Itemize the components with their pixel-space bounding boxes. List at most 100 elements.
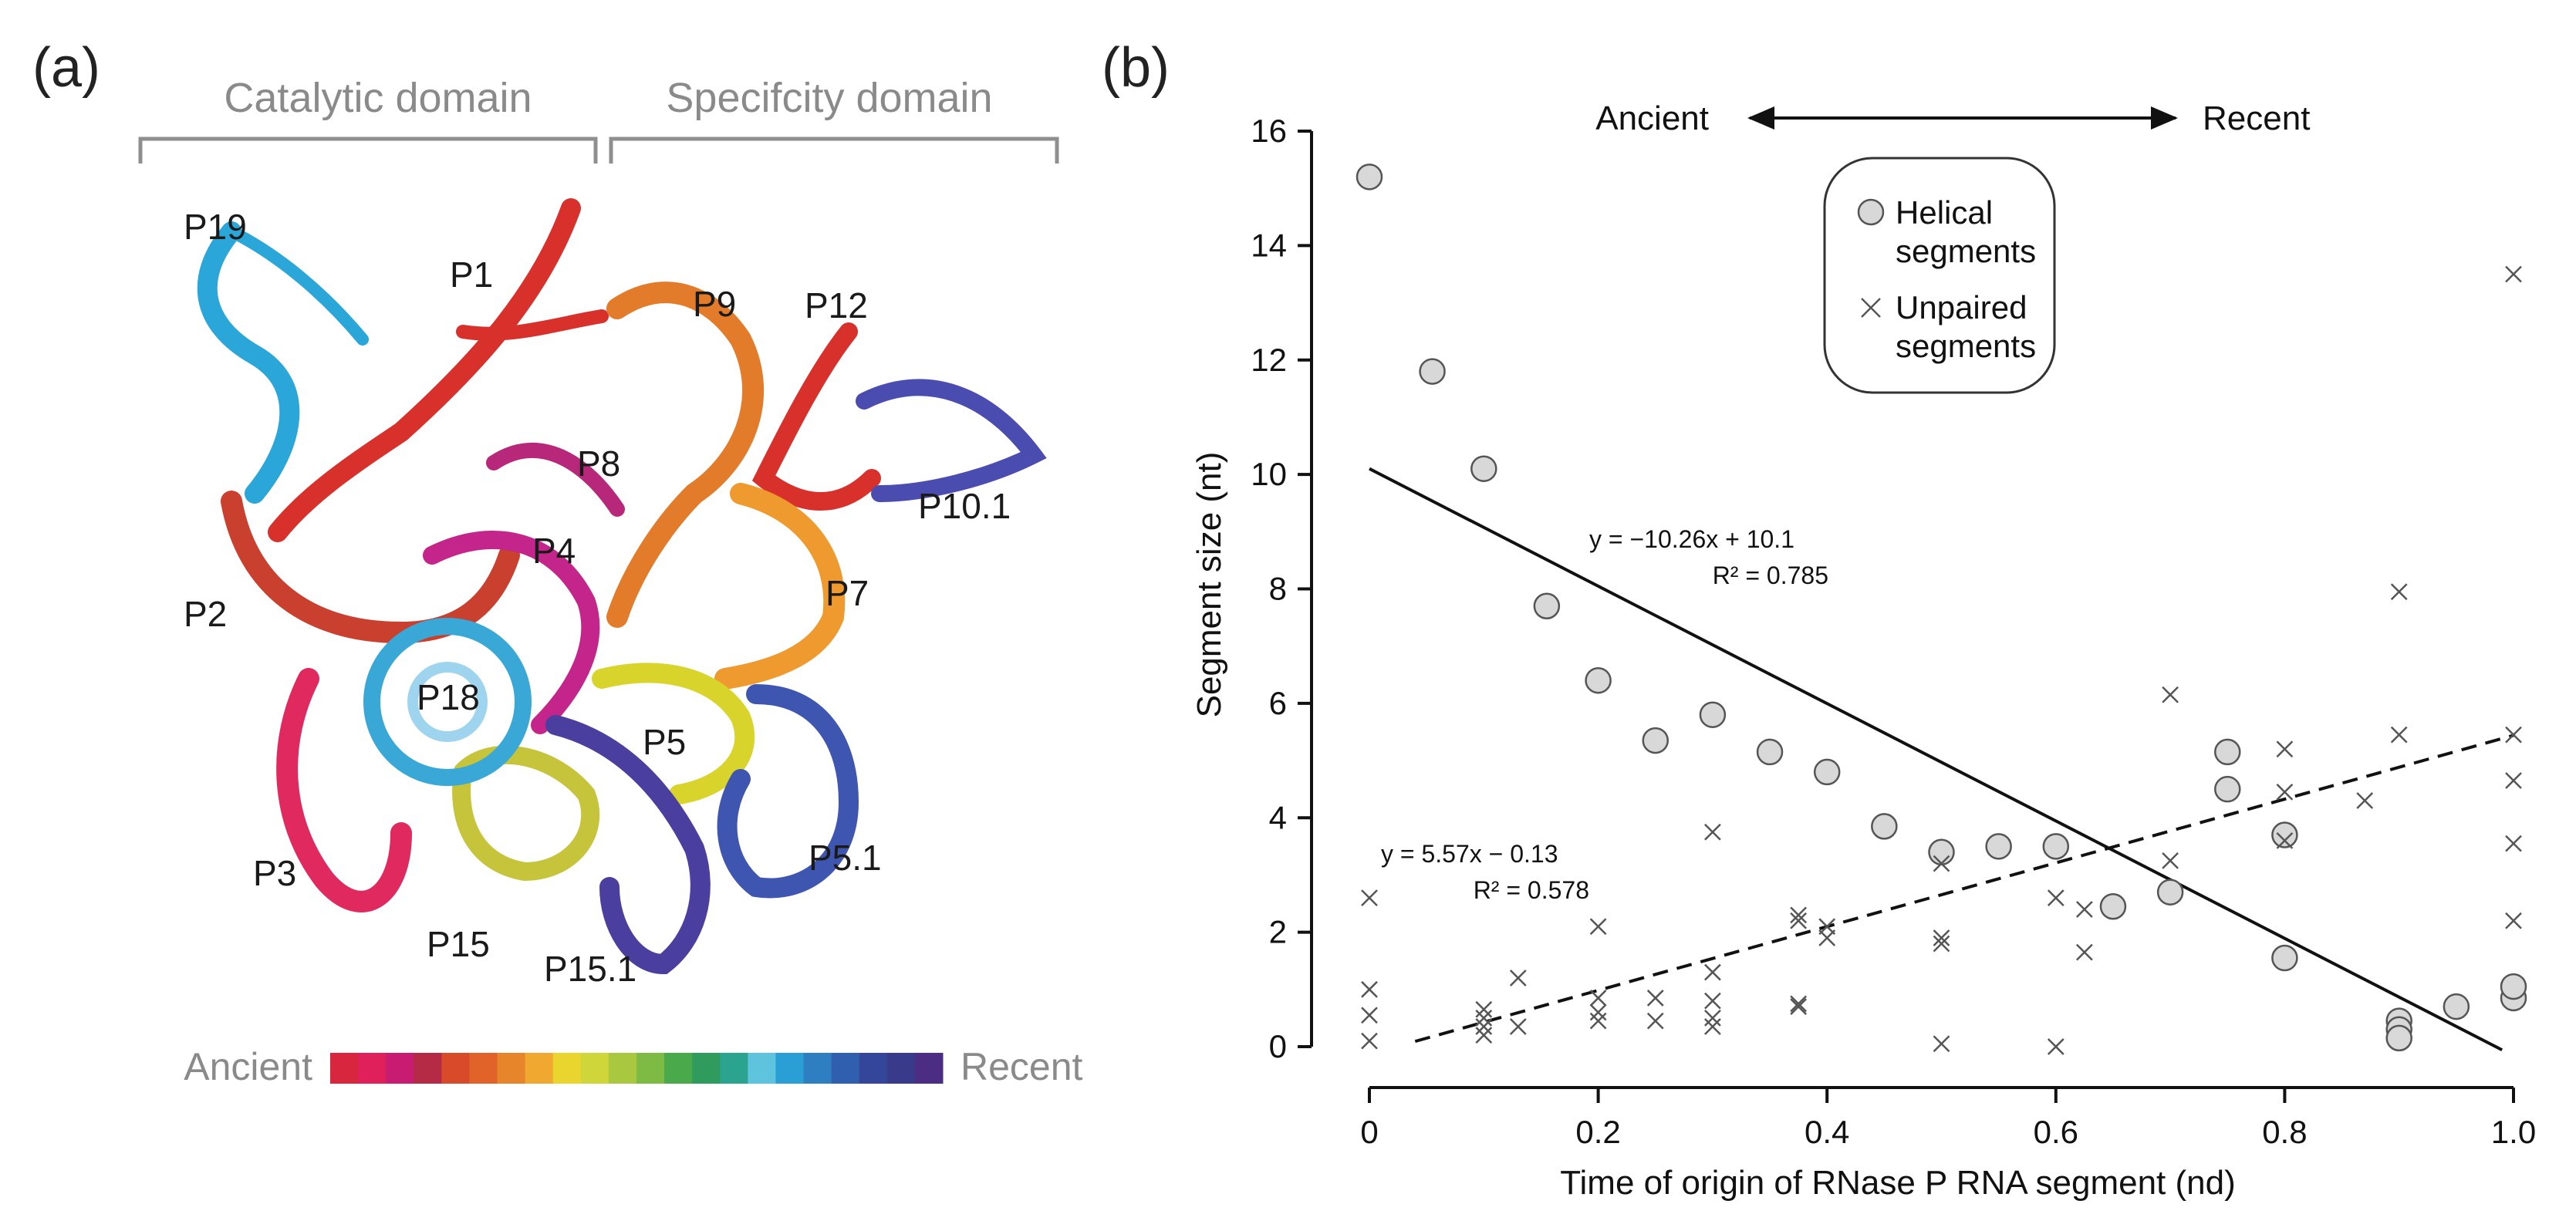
helical-segment-point [2214, 738, 2241, 766]
helix-labels: P19 P1 P9 P12 P8 P10.1 P4 P2 P7 P18 P5 P… [184, 207, 1011, 989]
colorbar-left-label: Ancient [184, 1045, 312, 1088]
helix-label-p12: P12 [805, 285, 868, 325]
legend-unpaired-marker [1861, 298, 1881, 318]
y-tick-label: 14 [1251, 227, 1287, 263]
helix-label-p19: P19 [184, 207, 247, 247]
helix-label-p9: P9 [693, 284, 736, 324]
unpaired-segment-point [2356, 792, 2374, 809]
unpaired-segment-point [1933, 929, 1950, 946]
rna-structure-image [197, 198, 1047, 975]
helical-fit-r2: R² = 0.785 [1713, 562, 1828, 589]
unpaired-segment-point [1475, 1010, 1493, 1027]
unpaired-segment-point [1361, 980, 1378, 998]
y-tick-label: 6 [1269, 685, 1287, 721]
catalytic-domain-bracket [138, 137, 598, 164]
helix-label-p15-1: P15.1 [544, 949, 636, 989]
unpaired-segment-point [2276, 740, 2294, 758]
x-axis-label: Time of origin of RNase P RNA segment (n… [1560, 1164, 2235, 1202]
colorbar-swatch [914, 1053, 944, 1084]
unpaired-segment-point [1790, 995, 1808, 1013]
panel-a-label: (a) [32, 37, 100, 99]
helix-label-p5: P5 [643, 722, 686, 762]
direction-arrow-left-head [1747, 106, 1774, 130]
colorbar-right-label: Recent [961, 1045, 1083, 1088]
helix-ribbon-p10-1 [856, 379, 1047, 502]
unpaired-segment-point [1475, 1000, 1493, 1018]
y-tick-label: 16 [1251, 113, 1287, 149]
helical-segment-point [1642, 727, 1669, 754]
y-tick-label: 12 [1251, 342, 1287, 378]
helix-label-p5-1: P5.1 [809, 838, 882, 878]
helix-ribbon-p8 [486, 442, 625, 517]
helix-ribbon-p19-strand [225, 225, 369, 346]
y-tick-label: 8 [1269, 571, 1287, 607]
helix-label-p4: P4 [532, 531, 576, 571]
colorbar-swatch [580, 1053, 609, 1084]
colorbar-swatch [664, 1053, 693, 1084]
helical-segment-point [1470, 455, 1497, 482]
helical-segment-point [1813, 758, 1841, 786]
helix-label-p2: P2 [184, 594, 227, 634]
helix-ribbon-p15 [452, 745, 600, 882]
helix-ribbon-p15-1 [545, 715, 711, 975]
colorbar-swatch [497, 1053, 526, 1084]
unpaired-fit-r2: R² = 0.578 [1474, 876, 1589, 904]
helical-segment-point [1585, 666, 1612, 694]
specificity-domain-label: Specifcity domain [666, 75, 992, 121]
helix-ribbon-p2 [221, 491, 520, 644]
unpaired-segment-point [1509, 1018, 1527, 1035]
unpaired-segment-point [2162, 852, 2179, 869]
helical-segment-point [2156, 879, 2184, 906]
helix-ribbon-p1 [268, 198, 581, 542]
y-tick-label: 4 [1269, 799, 1287, 835]
helix-label-p15: P15 [427, 924, 490, 964]
unpaired-segment-point [1933, 935, 1950, 953]
colorbar-swatch [803, 1053, 832, 1084]
colorbar-swatch [386, 1053, 414, 1084]
colorbar-swatch [775, 1053, 805, 1084]
helical-segment-point [1756, 738, 1784, 766]
unpaired-segment-point [1509, 970, 1527, 986]
helical-regression-line [1369, 467, 2503, 1052]
helical-segment-point [2443, 993, 2470, 1020]
x-tick-label: 0 [1360, 1114, 1378, 1150]
unpaired-segment-point [2276, 783, 2294, 801]
helical-segment-point [1985, 833, 2012, 860]
helical-segment-point [2099, 892, 2127, 920]
chart-legend: Helical segments Unpaired segments [1823, 157, 2056, 394]
colorbar-swatch [469, 1053, 498, 1084]
unpaired-segment-point [1704, 992, 1721, 1010]
unpaired-segment-point [1646, 1012, 1664, 1030]
unpaired-segment-point [2276, 832, 2294, 849]
unpaired-segment-point [1790, 912, 1808, 929]
colorbar-swatch [414, 1053, 442, 1084]
colorbar-swatch [330, 1053, 359, 1084]
unpaired-fit-equation: y = 5.57x − 0.13 [1381, 840, 1558, 868]
unpaired-segment-point [1646, 990, 1664, 1007]
helical-segment-point [2214, 775, 2241, 803]
unpaired-segment-point [2075, 901, 2093, 918]
helical-segment-point [1533, 592, 1561, 620]
unpaired-regression-line [1414, 734, 2514, 1044]
helical-fit-equation: y = −10.26x + 10.1 [1589, 525, 1794, 553]
unpaired-segment-point [2505, 772, 2522, 789]
unpaired-segment-point [1589, 990, 1607, 1007]
helical-segment-point [2271, 944, 2298, 972]
unpaired-segment-point [2162, 686, 2179, 703]
chart-axes: 0 2 4 6 8 10 12 14 16 0 0.2 0.4 0.6 0.8 1.0 [1251, 113, 2536, 1150]
helix-label-p18: P18 [417, 677, 480, 717]
unpaired-segment-point [2047, 1038, 2065, 1055]
helix-label-p10-1: P10.1 [918, 486, 1011, 526]
helix-ribbon-p4 [423, 531, 600, 734]
helical-segment-point [2385, 1024, 2412, 1052]
unpaired-segment-point [1704, 1010, 1721, 1027]
unpaired-segment-point [1589, 1003, 1607, 1021]
x-tick-label: 0.2 [1575, 1114, 1620, 1150]
colorbar-swatch [358, 1053, 387, 1084]
direction-recent-label: Recent [2203, 99, 2310, 137]
unpaired-segment-point [2505, 726, 2522, 744]
colorbar-swatch [525, 1053, 554, 1084]
colorbar-swatch [886, 1053, 916, 1084]
x-tick-label: 0.4 [1805, 1114, 1849, 1150]
